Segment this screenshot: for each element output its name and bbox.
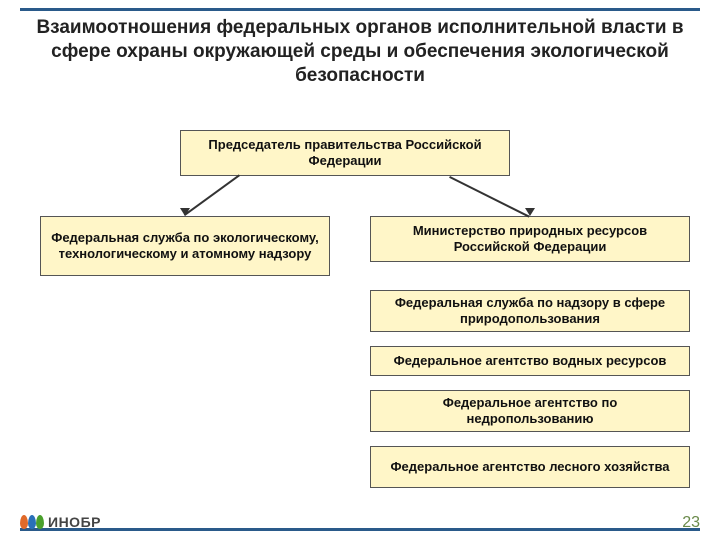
node-root-label: Председатель правительства Российской Фе… — [189, 137, 501, 170]
node-r2: Федеральное агентство водных ресурсов — [370, 346, 690, 376]
node-r1-label: Федеральная служба по надзору в сфере пр… — [379, 295, 681, 328]
node-r3-label: Федеральное агентство по недропользовани… — [379, 395, 681, 428]
arrow-head-icon — [180, 208, 190, 216]
arrow-line — [449, 176, 530, 217]
leaf-icon — [20, 515, 28, 529]
page-number: 23 — [682, 514, 700, 532]
arrow-line — [184, 175, 240, 216]
top-rule — [20, 8, 700, 11]
node-r4-label: Федеральное агентство лесного хозяйства — [390, 459, 669, 475]
page-title: Взаимоотношения федеральных органов испо… — [30, 16, 690, 87]
node-r2-label: Федеральное агентство водных ресурсов — [394, 353, 667, 369]
leaf-icon — [36, 515, 44, 529]
leaf-icon — [28, 515, 36, 529]
node-r3: Федеральное агентство по недропользовани… — [370, 390, 690, 432]
node-left-label: Федеральная служба по экологическому, те… — [49, 230, 321, 263]
node-root: Председатель правительства Российской Фе… — [180, 130, 510, 176]
node-r4: Федеральное агентство лесного хозяйства — [370, 446, 690, 488]
node-right: Министерство природных ресурсов Российск… — [370, 216, 690, 262]
logo-icon — [20, 515, 44, 529]
node-left: Федеральная служба по экологическому, те… — [40, 216, 330, 276]
node-right-label: Министерство природных ресурсов Российск… — [379, 223, 681, 256]
bottom-rule — [20, 528, 700, 531]
node-r1: Федеральная служба по надзору в сфере пр… — [370, 290, 690, 332]
logo-text: ИНОБР — [48, 514, 101, 530]
logo: ИНОБР — [20, 514, 101, 530]
arrow-head-icon — [525, 208, 535, 216]
